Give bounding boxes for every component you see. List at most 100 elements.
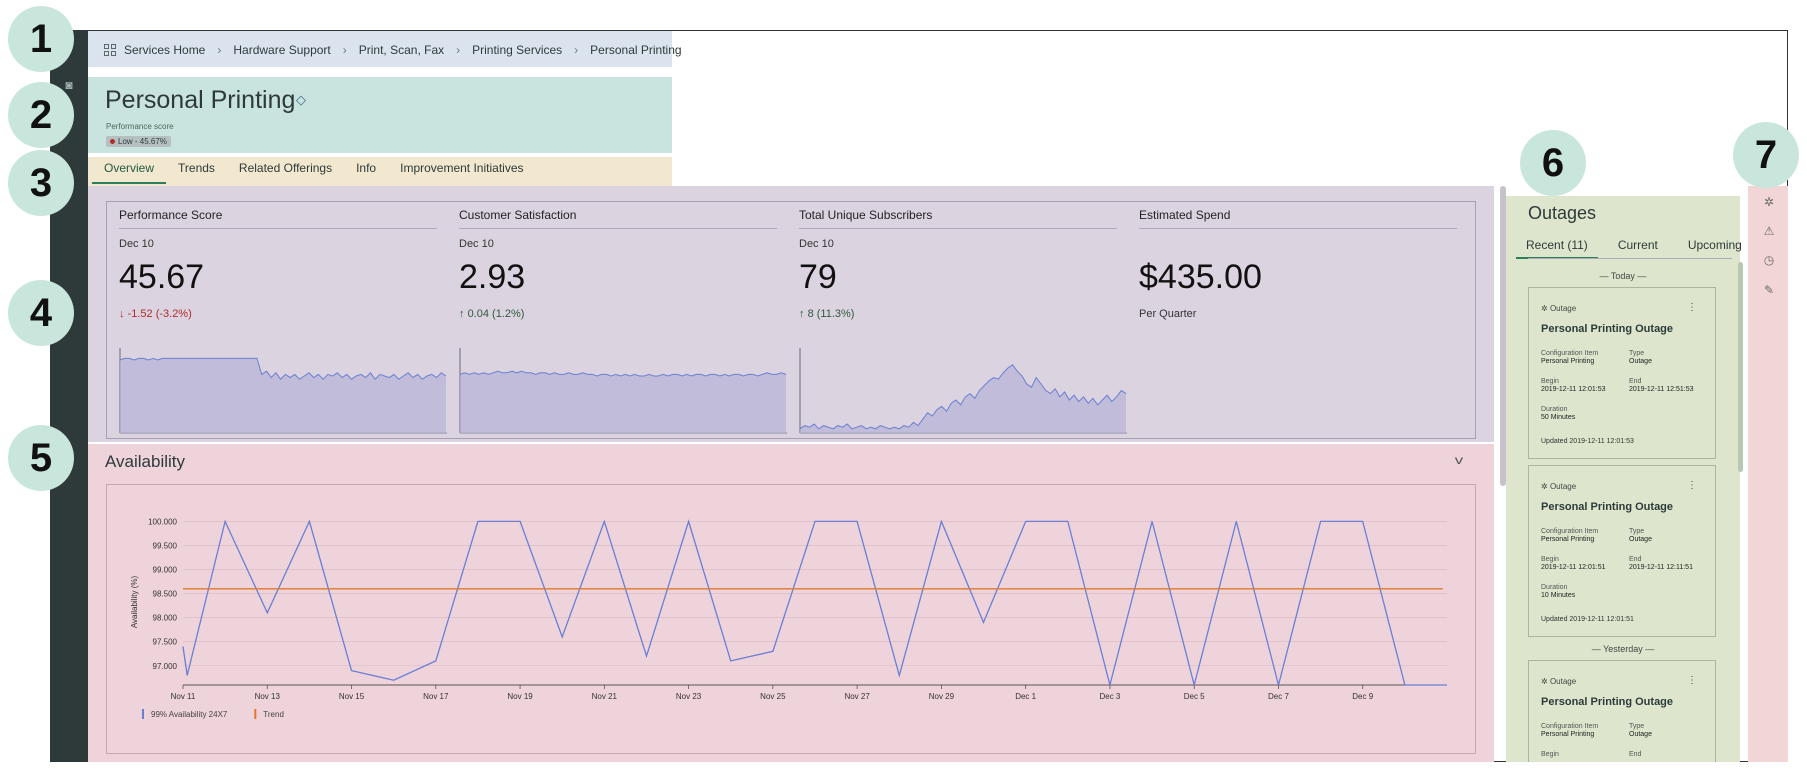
ci-value: Personal Printing [1541,358,1595,365]
sparkline-line [459,370,787,377]
tab-improvement-initiatives[interactable]: Improvement Initiatives [400,161,524,175]
outage-icon[interactable]: ✲ [1763,195,1775,209]
sparkline-satisfaction [459,348,787,434]
metric-value: 79 [799,258,837,296]
callout-5: 5 [8,425,74,491]
metric-title: Total Unique Subscribers [799,208,1117,229]
sparkline-area [800,364,1126,433]
camera-icon[interactable]: ◙ [65,78,73,92]
x-tick-label: Dec 1 [1015,692,1036,701]
metric-estimated-spend[interactable]: Estimated Spend $435.00 Per Quarter [1127,202,1475,438]
zone-breadcrumb [88,31,672,67]
duration-value: 10 Minutes [1541,592,1576,599]
end-value: 2019-12-11 12:11:51 [1629,564,1693,571]
metric-change-text: -1.52 (-3.2%) [127,308,192,320]
x-tick-label: Nov 17 [423,692,449,701]
type-label: Type [1629,528,1645,535]
end-label: End [1629,556,1642,563]
main-scrollbar[interactable] [1500,186,1506,486]
legend-label: 99% Availability 24X7 [151,710,228,719]
tab-current[interactable]: Current [1617,238,1658,252]
arrow-up-icon: ↑ [799,308,808,320]
chevron-down-icon[interactable]: v [1454,453,1464,467]
chevron-right-icon: › [574,43,579,57]
metric-change: ↓ -1.52 (-3.2%) [119,308,192,320]
tab-info[interactable]: Info [356,161,377,175]
x-tick-label: Dec 9 [1352,692,1373,701]
metric-value: 45.67 [119,258,205,296]
outage-card[interactable]: ✲ Outage ⋮ Personal Printing Outage Conf… [1528,465,1716,637]
divider [1528,258,1732,259]
tab-recent[interactable]: Recent (11) [1516,238,1598,259]
x-tick-label: Dec 3 [1099,692,1120,701]
sparkline-performance [119,348,447,434]
tab-related-offerings[interactable]: Related Offerings [238,161,333,175]
sparkline-area [120,358,446,433]
outage-title: Personal Printing Outage [1541,696,1674,708]
day-label-yesterday: — Yesterday — [1591,644,1655,654]
breadcrumb-print-scan-fax[interactable]: Print, Scan, Fax [358,43,445,57]
metric-date: Dec 10 [119,238,154,250]
chevron-right-icon: › [217,43,222,57]
metric-performance-score[interactable]: Performance Score Dec 10 45.67 ↓ -1.52 (… [107,202,447,438]
series-line-99-availability-24x7 [182,519,1447,686]
breadcrumb-services-home[interactable]: Services Home [124,43,206,57]
day-label-text: Yesterday [1603,644,1643,654]
breadcrumb-personal-printing: Personal Printing [590,43,682,57]
tab-overview[interactable]: Overview [92,161,167,184]
outages-scrollbar[interactable] [1738,262,1743,472]
warning-icon[interactable]: ⚠ [1763,224,1775,238]
type-label: Type [1629,723,1645,730]
metric-customer-satisfaction[interactable]: Customer Satisfaction Dec 10 2.93 ↑ 0.04… [447,202,787,438]
x-tick-label: Dec 5 [1184,692,1205,701]
begin-value: 2019-12-11 12:01:51 [1541,564,1606,571]
callout-7: 7 [1733,122,1799,188]
x-tick-label: Nov 23 [676,692,702,701]
availability-title: Availability [105,452,186,471]
zone-tabs [88,157,672,187]
outage-kind: ✲ Outage [1541,482,1576,491]
more-menu-icon[interactable]: ⋮ [1687,480,1697,491]
x-tick-label: Dec 7 [1268,692,1289,701]
type-value: Outage [1629,536,1652,543]
callout-6: 6 [1520,130,1586,196]
more-menu-icon[interactable]: ⋮ [1687,675,1697,686]
tag-icon[interactable]: ◇ [296,92,306,107]
y-tick-label: 98.500 [153,590,178,599]
metric-change-text: 0.04 (1.2%) [467,308,525,320]
grid-icon [104,43,117,57]
ci-label: Configuration Item [1541,723,1599,730]
more-menu-icon[interactable]: ⋮ [1687,302,1697,313]
legend-label: Trend [263,710,284,719]
tab-trends[interactable]: Trends [178,161,215,175]
outage-title: Personal Printing Outage [1541,501,1674,513]
end-label: End [1629,378,1642,385]
outage-kind: ✲ Outage [1541,304,1576,313]
day-label-text: Today [1610,271,1635,281]
x-tick-label: Nov 13 [255,692,281,701]
begin-label: Begin [1541,751,1559,758]
outage-kind-text: Outage [1549,677,1577,686]
callout-2: 2 [8,82,74,148]
attachment-icon[interactable]: ✎ [1763,283,1775,297]
begin-value: 2019-12-11 12:01:53 [1541,386,1606,393]
outage-card[interactable]: ✲ Outage ⋮ Personal Printing Outage Conf… [1528,660,1716,762]
availability-chart-box: 97.000 97.500 98.000 98.500 99.000 99.500 100.… [106,484,1476,754]
metric-value: 2.93 [459,258,526,296]
zone-header [88,77,672,153]
breadcrumb-printing-services[interactable]: Printing Services [472,43,563,57]
duration-label: Duration [1541,406,1568,413]
type-value: Outage [1629,731,1652,738]
tab-upcoming[interactable]: Upcoming [1687,238,1742,252]
breadcrumb-hardware-support[interactable]: Hardware Support [233,43,331,57]
history-icon[interactable]: ◷ [1763,253,1775,267]
begin-label: Begin [1541,378,1559,385]
outage-kind-text: Outage [1549,482,1577,491]
metric-total-unique-subscribers[interactable]: Total Unique Subscribers Dec 10 79 ↑ 8 (… [787,202,1127,438]
y-tick-label: 99.500 [153,541,178,550]
y-axis-label: Availability (%) [130,576,139,629]
metric-title: Estimated Spend [1139,208,1457,229]
outage-kind: ✲ Outage [1541,677,1576,686]
sparkline-subscribers [799,348,1127,434]
outage-card[interactable]: ✲ Outage ⋮ Personal Printing Outage Conf… [1528,287,1716,459]
